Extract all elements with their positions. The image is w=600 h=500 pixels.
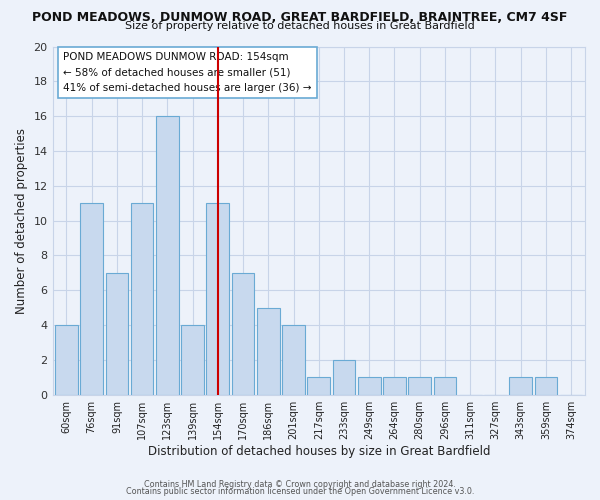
Bar [156,116,179,394]
X-axis label: Distribution of detached houses by size in Great Bardfield: Distribution of detached houses by size … [148,444,490,458]
Bar [131,203,154,394]
Bar [307,378,330,394]
Text: Contains HM Land Registry data © Crown copyright and database right 2024.: Contains HM Land Registry data © Crown c… [144,480,456,489]
Text: Contains public sector information licensed under the Open Government Licence v3: Contains public sector information licen… [126,487,474,496]
Bar [409,378,431,394]
Bar [535,378,557,394]
Text: POND MEADOWS DUNMOW ROAD: 154sqm
← 58% of detached houses are smaller (51)
41% o: POND MEADOWS DUNMOW ROAD: 154sqm ← 58% o… [63,52,311,93]
Bar [80,203,103,394]
Bar [509,378,532,394]
Bar [257,308,280,394]
Bar [282,325,305,394]
Bar [206,203,229,394]
Bar [232,273,254,394]
Bar [55,325,78,394]
Text: Size of property relative to detached houses in Great Bardfield: Size of property relative to detached ho… [125,21,475,31]
Bar [106,273,128,394]
Text: POND MEADOWS, DUNMOW ROAD, GREAT BARDFIELD, BRAINTREE, CM7 4SF: POND MEADOWS, DUNMOW ROAD, GREAT BARDFIE… [32,11,568,24]
Bar [181,325,204,394]
Bar [434,378,457,394]
Bar [383,378,406,394]
Bar [358,378,380,394]
Y-axis label: Number of detached properties: Number of detached properties [15,128,28,314]
Bar [332,360,355,394]
